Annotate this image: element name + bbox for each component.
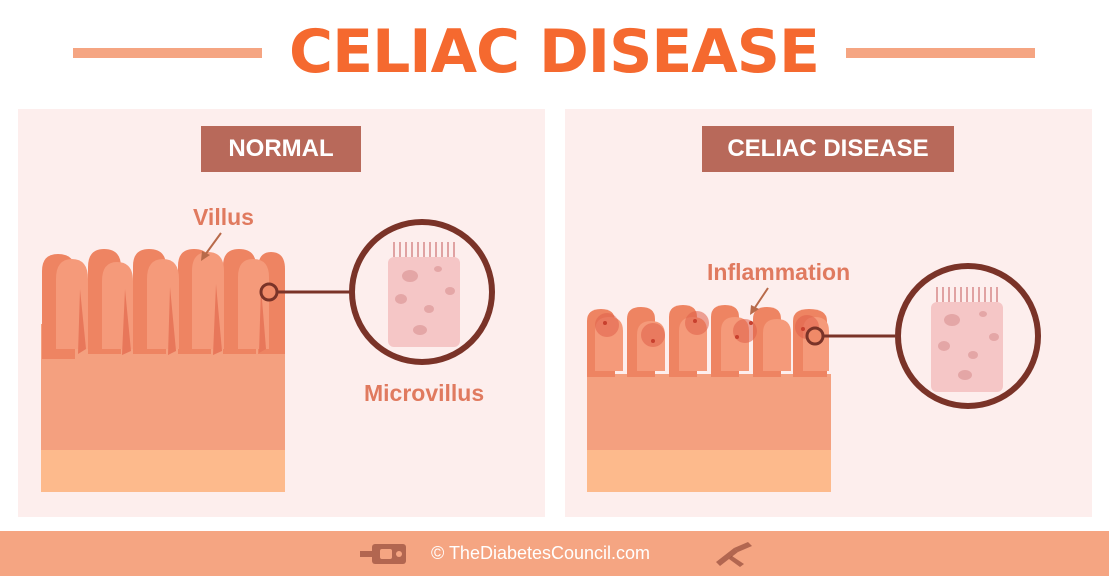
footer-credit[interactable]: © TheDiabetesCouncil.com <box>431 543 651 563</box>
villus-label: Villus <box>193 204 254 230</box>
glucose-meter-icon <box>360 544 406 564</box>
microvillus-label: Microvillus <box>364 380 485 406</box>
celiac-panel: CELIAC DISEASE Inflammation <box>565 109 1092 517</box>
lancet-icon <box>716 542 752 567</box>
title-decor-left <box>73 48 262 58</box>
footer: © TheDiabetesCouncil.com <box>0 531 1109 576</box>
page-title: CELIAC DISEASE <box>289 17 820 87</box>
normal-panel: NORMAL Villus Microvillus <box>18 109 545 517</box>
celiac-label: CELIAC DISEASE <box>702 126 954 172</box>
title-decor-right <box>846 48 1035 58</box>
normal-intestine-illustration <box>41 219 495 492</box>
normal-label: NORMAL <box>201 126 361 172</box>
inflammation-label: Inflammation <box>707 259 851 285</box>
celiac-intestine-illustration <box>587 263 1041 492</box>
